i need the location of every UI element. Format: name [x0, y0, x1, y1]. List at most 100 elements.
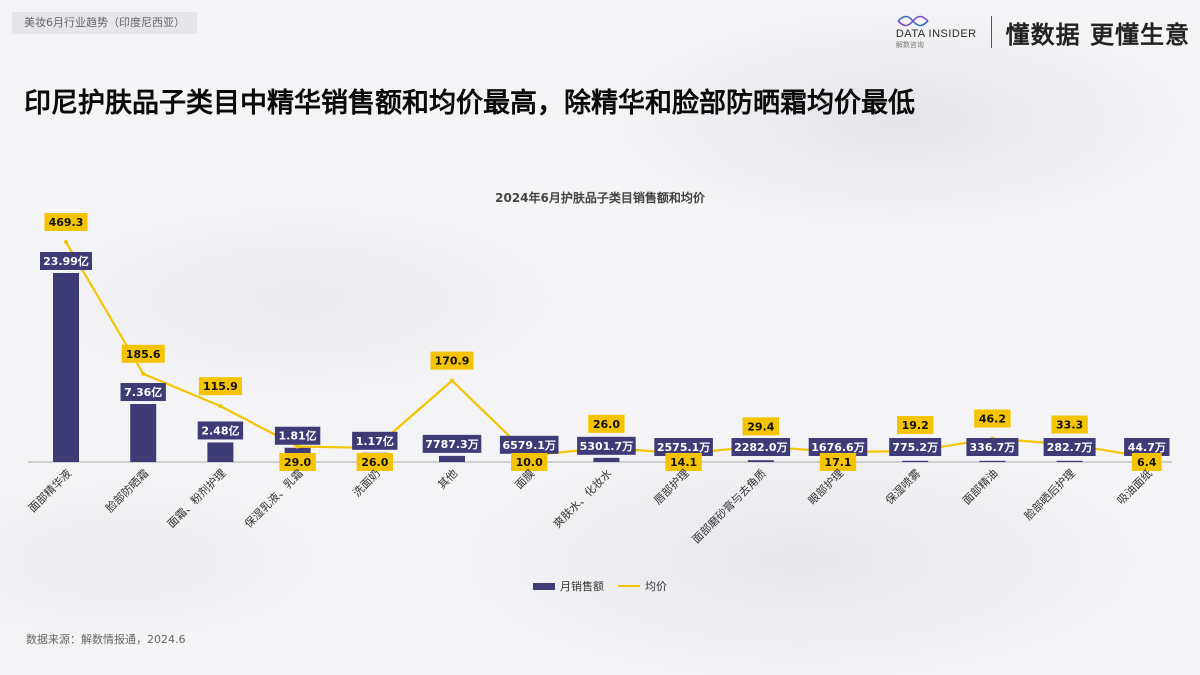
logo-subtext: 解数咨询 [895, 40, 924, 49]
bar-data-label: 44.7万 [1124, 438, 1170, 456]
data-source: 数据来源：解数情报通，2024.6 [26, 633, 186, 646]
line-point-avg-price [295, 444, 300, 449]
bar-data-label: 2282.0万 [731, 438, 791, 456]
bar-data-label: 7.36亿 [120, 383, 166, 402]
bar-sales [1056, 460, 1083, 462]
logo-mark-icon [897, 15, 929, 26]
chart-legend: 月销售额 均价 [533, 578, 681, 594]
legend-label-sales: 月销售额 [560, 580, 604, 593]
bar-label-bg [731, 438, 791, 456]
line-label-text: 14.1 [670, 456, 697, 469]
bar-sales [593, 457, 620, 462]
line-label-bg [974, 409, 1011, 428]
line-label-text: 6.4 [1137, 456, 1157, 469]
x-tick-label: 脸部晒后护理 [1021, 466, 1078, 523]
bar-label-bg [352, 431, 398, 450]
bar-label-text: 775.2万 [892, 441, 938, 454]
line-data-label: 469.3 [44, 213, 88, 231]
bar-data-label: 1676.6万 [808, 438, 868, 456]
line-label-text: 29.4 [747, 420, 774, 433]
line-data-label: 19.2 [897, 416, 934, 434]
bar-label-text: 2282.0万 [734, 441, 787, 454]
bar-label-text: 7.36亿 [124, 385, 162, 399]
section-tag: 美妆6月行业趋势（印度尼西亚） [12, 12, 197, 34]
x-tick-label: 吸油面纸 [1114, 466, 1155, 507]
line-label-text: 26.0 [361, 456, 388, 469]
bar-data-label: 5301.7万 [577, 436, 636, 455]
line-label-text: 10.0 [516, 456, 543, 469]
line-label-bg [44, 213, 88, 231]
bar-label-bg [499, 435, 559, 454]
bar-data-label: 6579.1万 [499, 435, 559, 454]
line-label-text: 33.3 [1056, 419, 1083, 432]
x-tick-label: 面霜、粉剂护理 [164, 466, 228, 530]
line-data-label: 29.0 [279, 453, 316, 471]
line-label-bg [356, 453, 393, 471]
legend-line-swatch [618, 585, 640, 587]
bar-label-text: 5301.7万 [580, 440, 633, 453]
x-tick-label: 保湿乳液、乳霜 [241, 466, 305, 530]
bar-label-bg [120, 383, 166, 402]
bar-data-label: 7787.3万 [422, 434, 482, 453]
bar-label-text: 2.48亿 [201, 423, 239, 437]
bar-label-text: 336.7万 [970, 441, 1016, 454]
x-tick-label: 洗面奶 [350, 466, 383, 499]
logo-text: DATA INSIDER [895, 27, 977, 40]
line-data-label: 26.0 [588, 414, 625, 433]
x-tick-label: 其他 [435, 467, 460, 492]
line-point-avg-price [450, 378, 454, 383]
line-label-bg [588, 414, 625, 433]
bar-label-text: 1.17亿 [356, 434, 394, 448]
line-label-bg [121, 344, 165, 363]
logo: DATA INSIDER 解数咨询 [896, 15, 977, 50]
line-data-label: 26.0 [356, 453, 393, 471]
line-data-label: 29.4 [742, 417, 779, 436]
bar-data-label: 2.48亿 [197, 421, 244, 440]
legend-label-avgprice: 均价 [645, 580, 667, 593]
bar-label-bg [966, 438, 1019, 456]
line-data-label: 17.1 [819, 453, 857, 471]
line-label-text: 46.2 [979, 413, 1006, 426]
x-tick-label: 眼部护理 [805, 466, 846, 507]
line-label-bg [430, 351, 474, 370]
bar-label-bg [40, 252, 92, 270]
bar-label-bg [422, 434, 482, 453]
brand-divider [990, 16, 992, 48]
bar-label-text: 2575.1万 [657, 441, 710, 454]
x-tick-label: 面部精油 [960, 466, 1001, 507]
line-data-label: 170.9 [430, 351, 474, 370]
bar-data-label: 336.7万 [966, 438, 1019, 456]
line-label-text: 17.1 [824, 456, 851, 469]
bar-label-bg [274, 426, 321, 445]
legend-item-sales: 月销售额 [533, 578, 604, 594]
bar-label-bg [577, 436, 636, 455]
line-data-label: 14.1 [665, 453, 702, 471]
chart-title: 2024年6月护肤品子类目销售额和均价 [495, 191, 705, 205]
bar-label-bg [1124, 438, 1170, 456]
line-data-label: 115.9 [198, 377, 242, 396]
line-label-bg [742, 417, 779, 436]
bar-label-text: 23.99亿 [43, 254, 89, 268]
line-label-text: 115.9 [203, 380, 238, 393]
bar-label-text: 282.7万 [1047, 441, 1093, 454]
x-tick-label: 保湿喷雾 [882, 466, 923, 507]
line-label-bg [1051, 415, 1088, 434]
bar-data-label: 282.7万 [1043, 438, 1096, 456]
bar-sales [439, 455, 465, 462]
bar-label-bg [889, 438, 942, 456]
bar-sales [53, 273, 79, 462]
line-label-text: 170.9 [435, 355, 470, 368]
x-tick-label: 唇部护理 [651, 466, 692, 507]
bar-label-text: 1.81亿 [279, 429, 317, 443]
line-label-text: 185.6 [126, 348, 161, 361]
line-label-bg [665, 453, 702, 471]
bar-data-label: 1.81亿 [274, 426, 321, 445]
line-data-label: 185.6 [121, 344, 165, 363]
bar-data-label: 2575.1万 [654, 438, 713, 456]
legend-item-avgprice: 均价 [618, 578, 667, 594]
line-label-bg [819, 453, 857, 471]
x-tick-label: 面部精华液 [25, 466, 74, 515]
slogan: 懂数据 更懂生意 [1005, 20, 1190, 49]
line-point-avg-price [141, 371, 146, 376]
